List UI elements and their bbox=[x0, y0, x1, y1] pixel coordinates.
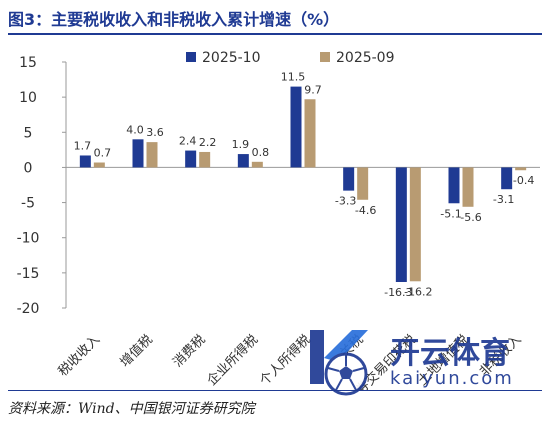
data-label: 11.5 bbox=[281, 71, 306, 84]
data-label: 1.9 bbox=[232, 138, 250, 151]
x-category-label: 企业所得税 bbox=[204, 332, 261, 389]
bar bbox=[395, 167, 407, 282]
data-label: -5.1 bbox=[440, 207, 461, 220]
bar bbox=[462, 167, 474, 207]
data-label: -16.2 bbox=[404, 285, 432, 298]
y-tick-label: 0 bbox=[24, 160, 33, 176]
bar bbox=[290, 86, 302, 168]
bar bbox=[448, 167, 460, 204]
data-label: -3.1 bbox=[493, 193, 514, 206]
soccer-ball-icon bbox=[310, 330, 368, 396]
watermark-url: kaiyun.com bbox=[390, 368, 514, 389]
data-label: 3.6 bbox=[146, 126, 164, 139]
legend-swatch bbox=[320, 52, 330, 62]
data-label: 1.7 bbox=[74, 139, 92, 152]
y-tick-label: -5 bbox=[21, 196, 35, 212]
y-tick-label: -15 bbox=[17, 266, 40, 282]
x-category-label: 消费税 bbox=[170, 332, 208, 370]
y-tick-label: 10 bbox=[19, 90, 37, 106]
bar bbox=[199, 151, 211, 168]
bar bbox=[251, 161, 263, 168]
data-label: -5.6 bbox=[460, 211, 481, 224]
title-divider bbox=[8, 33, 542, 35]
bar bbox=[501, 167, 513, 190]
data-label: -4.6 bbox=[355, 204, 376, 217]
x-category-label: 税收收入 bbox=[56, 332, 103, 379]
watermark-text: 开云体育 bbox=[390, 336, 510, 371]
y-tick-label: 15 bbox=[19, 55, 37, 71]
data-label: 0.7 bbox=[94, 147, 112, 160]
bar bbox=[93, 162, 105, 168]
data-label: 2.4 bbox=[179, 135, 197, 148]
data-label: -3.3 bbox=[335, 195, 356, 208]
watermark-logo: 开云体育 kaiyun.com bbox=[300, 322, 530, 402]
bar bbox=[185, 150, 197, 168]
data-label: -0.4 bbox=[513, 174, 534, 187]
x-category-label: 增值税 bbox=[117, 332, 156, 371]
data-label: 9.7 bbox=[304, 83, 322, 96]
y-tick-label: -10 bbox=[17, 231, 40, 247]
bar bbox=[146, 142, 158, 168]
bar bbox=[237, 154, 249, 168]
bar bbox=[79, 155, 91, 168]
bar bbox=[304, 99, 316, 168]
data-label: 0.8 bbox=[252, 146, 270, 159]
source-note: 资料来源：Wind、中国银河证券研究院 bbox=[8, 401, 255, 417]
legend-swatch bbox=[186, 52, 196, 62]
bar bbox=[132, 139, 144, 168]
legend-label: 2025-10 bbox=[202, 50, 261, 66]
y-tick-label: 5 bbox=[24, 125, 33, 141]
bar bbox=[409, 167, 421, 282]
legend-label: 2025-09 bbox=[336, 50, 395, 66]
bar bbox=[357, 167, 369, 200]
y-tick-label: -20 bbox=[17, 301, 40, 317]
chart-title: 图3：主要税收收入和非税收入累计增速（%） bbox=[8, 10, 340, 29]
data-label: 2.2 bbox=[199, 136, 217, 149]
bar bbox=[343, 167, 355, 191]
data-label: -16.3 bbox=[384, 286, 412, 299]
footer-divider bbox=[8, 390, 542, 391]
bar-chart: 15 10 5 0 -5 -10 -15 -20 2025-10 2025-09 1.70.7 税收收… bbox=[17, 50, 540, 390]
data-label: 4.0 bbox=[126, 123, 144, 136]
bar bbox=[515, 167, 527, 171]
